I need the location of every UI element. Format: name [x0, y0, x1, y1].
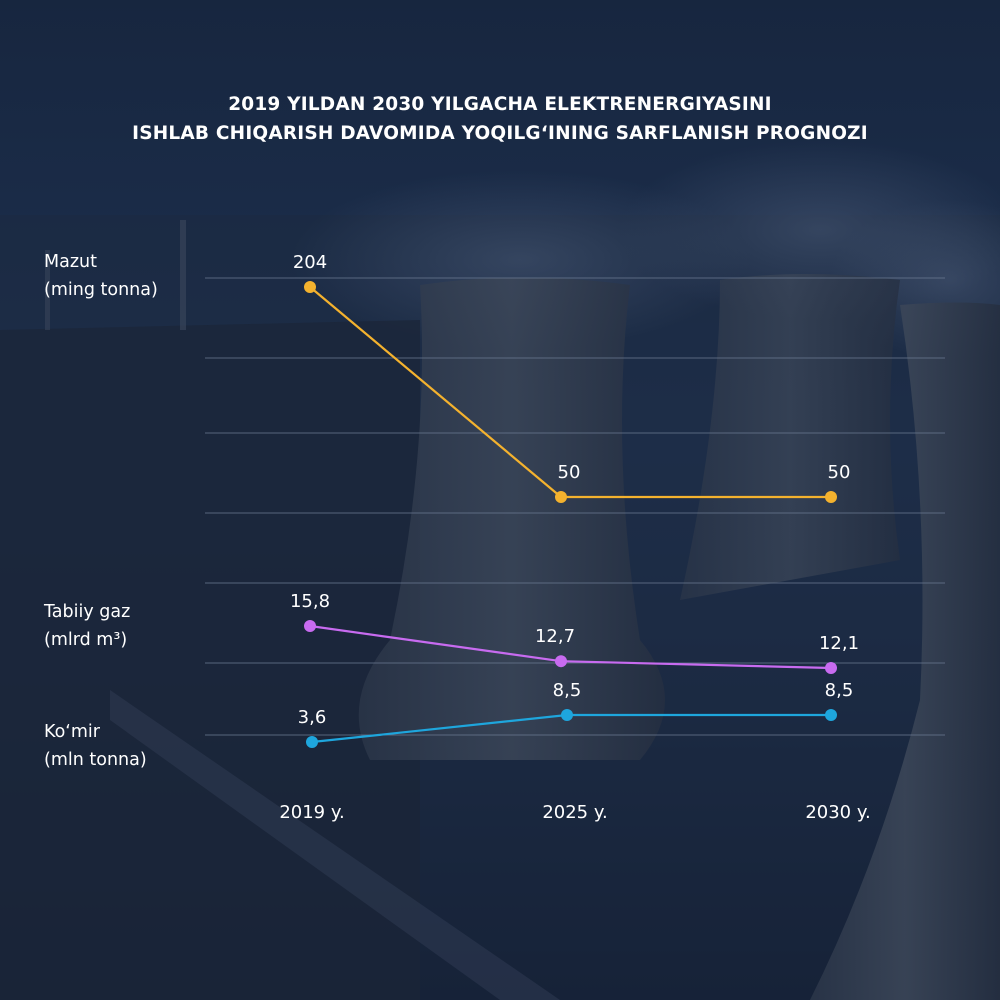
x-axis-tick-labels: 2019 y. 2025 y. 2030 y. [279, 802, 870, 823]
series-line-komir [311, 713, 831, 744]
data-points [304, 281, 837, 748]
value-label-tabiiy_gaz-3: 12,1 [819, 633, 859, 654]
series-label-tabiiy-gaz-name: Tabiiy gaz [44, 602, 131, 622]
series-lines [309, 286, 832, 744]
value-label-komir-2: 8,5 [553, 680, 582, 701]
x-tick-label-3: 2030 y. [805, 802, 870, 823]
point-komir-3 [825, 709, 837, 721]
point-komir-1 [306, 736, 318, 748]
point-komir-2 [561, 709, 573, 721]
series-label-tabiiy-gaz: Tabiiy gaz (mlrd m³) [44, 598, 130, 654]
value-label-mazut-3: 50 [828, 462, 851, 483]
chart-title: 2019 YILDAN 2030 YILGACHA ELEKTRENERGIYA… [0, 90, 1000, 148]
series-label-mazut: Mazut (ming tonna) [44, 248, 158, 304]
series-label-mazut-name: Mazut [44, 252, 97, 272]
gridlines [205, 277, 945, 736]
point-mazut-3 [825, 491, 837, 503]
value-label-mazut-2: 50 [558, 462, 581, 483]
series-label-komir-name: Ko‘mir [44, 722, 100, 742]
series-label-komir: Ko‘mir (mln tonna) [44, 718, 147, 774]
series-label-komir-unit: (mln tonna) [44, 750, 147, 770]
point-tabiiy_gaz-2 [555, 655, 567, 668]
title-line-1: 2019 YILDAN 2030 YILGACHA ELEKTRENERGIYA… [228, 94, 772, 115]
point-mazut-2 [555, 491, 567, 503]
x-tick-label-2: 2025 y. [542, 802, 607, 823]
title-line-2: ISHLAB CHIQARISH DAVOMIDA YOQILG‘INING S… [132, 123, 868, 144]
x-tick-label-1: 2019 y. [279, 802, 344, 823]
point-tabiiy_gaz-1 [304, 620, 316, 632]
point-mazut-1 [304, 281, 316, 293]
value-label-komir-3: 8,5 [825, 680, 854, 701]
value-label-mazut-1: 204 [293, 252, 327, 273]
series-label-tabiiy-gaz-unit: (mlrd m³) [44, 630, 128, 650]
point-tabiiy_gaz-3 [825, 662, 837, 674]
value-label-tabiiy_gaz-2: 12,7 [535, 626, 575, 647]
series-label-mazut-unit: (ming tonna) [44, 280, 158, 300]
value-label-tabiiy_gaz-1: 15,8 [290, 591, 330, 612]
data-labels: 204 50 50 15,8 12,7 12,1 3,6 8,5 8,5 [290, 252, 859, 728]
value-label-komir-1: 3,6 [298, 707, 327, 728]
